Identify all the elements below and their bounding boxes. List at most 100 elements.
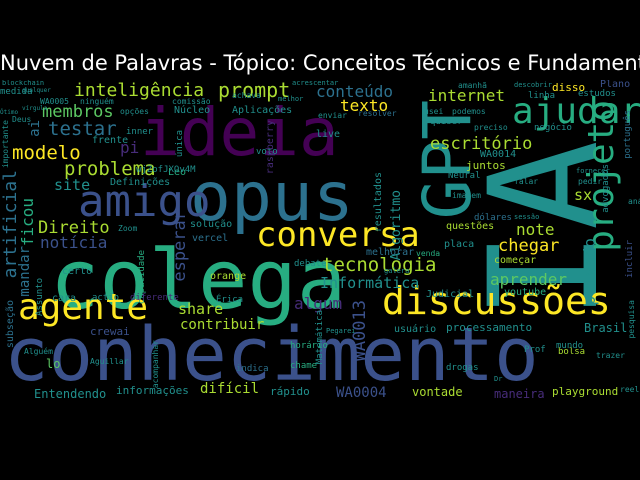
cloud-word: ninguém xyxy=(80,97,114,106)
cloud-word: cara xyxy=(52,293,77,304)
cloud-word: texto xyxy=(340,96,389,115)
cloud-word: solução xyxy=(190,219,233,230)
cloud-word: Zoom xyxy=(118,224,138,233)
cloud-word: enviar xyxy=(318,111,347,120)
cloud-word: Núcleo xyxy=(174,105,211,116)
cloud-word: chame xyxy=(290,361,318,371)
cloud-word: medida xyxy=(0,87,33,97)
cloud-word: incluir xyxy=(625,240,635,278)
cloud-word: Plano xyxy=(600,80,631,90)
cloud-word: rápido xyxy=(270,385,310,398)
cloud-word: comissão xyxy=(172,97,211,106)
cloud-word: Neural xyxy=(448,171,481,181)
cloud-word: informações xyxy=(116,384,189,397)
cloud-word: linha xyxy=(528,91,556,101)
cloud-word: placa xyxy=(444,239,475,250)
cloud-word: voto xyxy=(256,147,278,157)
cloud-word: inteligência xyxy=(74,80,205,101)
cloud-word: opções xyxy=(120,107,149,116)
cloud-word: WA0014 xyxy=(480,149,517,160)
cloud-word: chegar xyxy=(498,236,560,256)
cloud-word: tecnologia xyxy=(322,254,437,276)
cloud-word: amanhã xyxy=(458,81,487,90)
cloud-word: português xyxy=(623,110,633,159)
cloud-word: wjZofJXOv4M xyxy=(136,165,196,175)
cloud-word: melhor xyxy=(278,95,304,103)
cloud-word: venda xyxy=(416,249,441,258)
cloud-word: questões xyxy=(446,221,495,232)
cloud-word: internet xyxy=(428,86,506,105)
cloud-word: note xyxy=(516,220,555,239)
cloud-word: resolver xyxy=(358,109,397,118)
cloud-word: Aguillar xyxy=(90,357,129,366)
cloud-word: importante xyxy=(1,120,10,169)
cloud-word: Deus xyxy=(12,115,32,124)
cloud-word: pedir xyxy=(578,177,603,186)
cloud-word: testar xyxy=(48,118,117,140)
cloud-word: juntos xyxy=(466,159,506,172)
cloud-word: subseção xyxy=(5,300,16,349)
cloud-word: maneira xyxy=(494,387,545,400)
cloud-word: Entendendo xyxy=(34,387,107,400)
cloud-word: descobrir xyxy=(514,81,552,89)
cloud-word: horário xyxy=(290,341,328,351)
cloud-word: imagem xyxy=(452,191,481,200)
cloud-word: Assunto xyxy=(35,278,45,316)
cloud-word: share xyxy=(178,300,224,318)
cloud-word: blockchain xyxy=(2,80,45,87)
cloud-word: Direito xyxy=(38,218,110,238)
cloud-word: prompt xyxy=(218,80,291,102)
cloud-word: orange xyxy=(210,271,247,282)
cloud-word: mandar xyxy=(17,246,33,297)
cloud-word: ficou xyxy=(18,198,37,247)
cloud-word: dólares xyxy=(474,213,512,223)
cloud-word: Brasil xyxy=(584,321,628,335)
cloud-word: inner xyxy=(126,127,154,137)
cloud-word: debate xyxy=(294,259,327,269)
cloud-word: membros xyxy=(42,102,114,122)
cloud-word: live xyxy=(316,129,341,140)
cloud-word: Alguém xyxy=(24,347,53,356)
cloud-word: agente xyxy=(18,287,149,328)
cloud-word: privado xyxy=(580,238,599,306)
cloud-word: processamento xyxy=(446,321,533,334)
cloud-word: frente xyxy=(92,135,129,146)
cloud-word: difícil xyxy=(200,381,260,397)
chart-title: Nuvem de Palavras - Tópico: Conceitos Té… xyxy=(0,51,640,75)
cloud-word: conteúdo xyxy=(316,82,394,101)
cloud-word: contribuir xyxy=(180,317,265,333)
cloud-word: conhecimento xyxy=(4,312,539,398)
cloud-word: acompanhar xyxy=(151,340,160,389)
cloud-word: Ótimo xyxy=(0,109,19,116)
cloud-word: disso xyxy=(552,81,586,94)
cloud-word: esperar xyxy=(170,210,190,282)
cloud-word: podemos xyxy=(452,107,486,116)
cloud-word: ajudar xyxy=(512,91,640,132)
word-cloud: conhecimento colega opus ideia IA GPT amigo age… xyxy=(0,80,640,400)
cloud-word: opus xyxy=(190,158,354,237)
cloud-word: ideia xyxy=(140,94,339,171)
cloud-word: qualquer xyxy=(22,87,51,94)
cloud-word: site xyxy=(54,176,91,194)
cloud-word: aprender xyxy=(490,270,568,289)
cloud-word: começar xyxy=(494,255,537,266)
cloud-word: conversa xyxy=(256,215,420,255)
cloud-word: Dr xyxy=(494,375,503,383)
cloud-word: problema xyxy=(64,158,156,180)
cloud-word: escritório xyxy=(430,134,533,154)
cloud-word: raspberry xyxy=(265,120,276,175)
cloud-word: fornecer xyxy=(576,167,610,175)
cloud-word: acrescentar xyxy=(292,80,339,87)
cloud-word: diferente xyxy=(130,293,179,303)
cloud-word: achava xyxy=(232,91,261,100)
cloud-word: actio xyxy=(92,293,120,303)
cloud-word: Aplicações xyxy=(232,105,293,116)
cloud-word: sx xyxy=(574,186,593,204)
cloud-word: algum xyxy=(294,294,343,313)
cloud-word: bolsa xyxy=(558,347,586,357)
cloud-word: mundo xyxy=(556,341,584,351)
cloud-word: estudos xyxy=(578,89,616,99)
cloud-word: Definições xyxy=(110,177,171,188)
cloud-word: WA0005 xyxy=(40,97,69,106)
cloud-word: Informática xyxy=(320,274,420,292)
